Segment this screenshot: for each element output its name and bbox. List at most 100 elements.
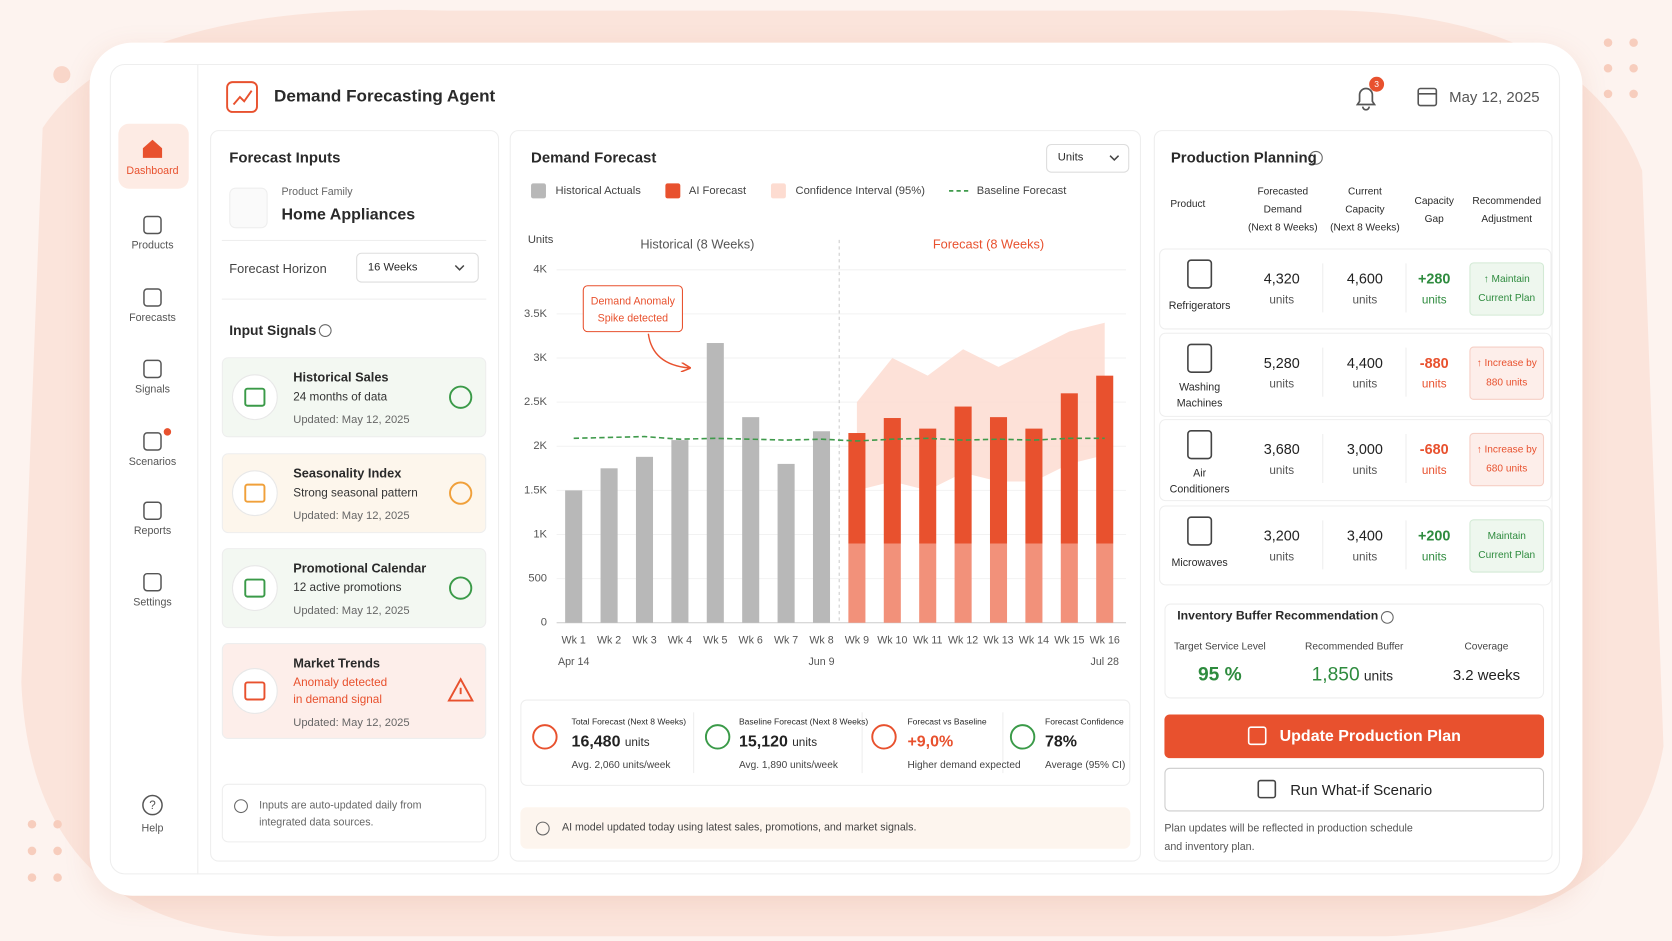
date-label: Apr 14 [558,656,589,668]
kpi-icon [871,724,897,750]
bell-icon[interactable] [1355,87,1377,111]
col-divider [1405,263,1407,313]
action-text: 880 units [1486,376,1528,389]
signal-updated: Updated: May 12, 2025 [293,413,410,427]
plan-unit: units [1421,550,1447,564]
kpi-sub: Average (95% CI) [1045,759,1126,772]
secondary-button[interactable] [1164,767,1545,812]
nav-label[interactable]: Reports [133,525,172,538]
nav-icon [143,432,162,451]
x-tick-label: Wk 15 [1054,635,1084,647]
inputs-panel [210,130,500,862]
nav-label[interactable]: Scenarios [128,456,177,469]
column-header: Adjustment [1481,213,1533,225]
y-axis-label: Units [528,234,554,246]
product-name: Machines [1176,397,1223,410]
y-tick-label: 2K [533,440,547,452]
annotation-text: Spike detected [598,313,669,325]
help-icon [142,794,163,816]
annotation-arrow [647,333,689,368]
nav-label[interactable]: Settings [133,597,172,609]
field-label: Product Family [281,186,353,199]
note-text: AI model updated today using latest sale… [561,822,917,834]
button-label[interactable]: Update Production Plan [1279,727,1461,746]
bar [848,433,866,623]
info-icon [535,821,550,836]
x-tick-label: Wk 16 [1090,635,1120,647]
nav-label[interactable]: Signals [134,383,170,396]
x-tick-label: Wk 3 [632,635,656,647]
y-tick-label: 1K [533,528,547,540]
button-label[interactable]: Run What-if Scenario [1290,781,1433,799]
kpi-icon [1009,724,1036,750]
kpi-divider [1002,712,1004,774]
y-tick-label: 500 [528,573,547,585]
note-text: integrated data sources. [259,816,374,829]
bar [742,417,760,623]
signal-title: Promotional Calendar [293,560,427,576]
kpi-unit: units [624,736,650,749]
logo-trend [232,90,253,106]
select-value[interactable]: Units [1057,151,1084,164]
nav-label[interactable]: Products [131,239,174,252]
select-value[interactable]: 16 Weeks [367,260,418,274]
y-tick-label: 1.5K [524,484,548,496]
x-tick-label: Wk 4 [668,635,692,647]
y-tick-label: 4K [533,264,547,276]
unit-select[interactable] [1046,143,1130,173]
kpi-value: 16,480 [571,732,621,751]
plan-unit: units [1352,293,1378,307]
product-icon [1187,343,1213,373]
col-divider [1322,433,1324,484]
region-label: Forecast (8 Weeks) [933,237,1044,252]
nav-icon [143,359,162,379]
x-tick-label: Wk 6 [739,635,763,647]
horizon-select[interactable] [356,252,479,283]
column-header: Current [1348,185,1382,198]
action-text: Current Plan [1478,549,1536,562]
plan-unit: units [1352,464,1378,478]
plan-unit: units [1269,464,1295,478]
col-divider [1322,347,1324,397]
nav-label[interactable]: Forecasts [129,312,176,325]
action-text: Current Plan [1478,292,1536,305]
signal-title: Seasonality Index [293,465,402,481]
bar [706,343,724,623]
kpi-label: Baseline Forecast (Next 8 Weeks) [738,716,869,727]
buffer-value: 1,850 [1311,663,1360,685]
column-header: (Next 8 Weeks) [1247,222,1318,234]
signal-icon-bg [231,668,278,714]
action-text: ↑ Increase by [1476,443,1537,456]
kpi-label: Total Forecast (Next 8 Weeks) [571,716,687,727]
y-tick-label: 2.5K [524,396,548,408]
product-icon [1187,516,1213,546]
col-divider [1405,520,1407,570]
col-divider [1322,263,1324,313]
signal-icon [244,578,266,598]
buffer-unit: units [1363,667,1394,684]
nav-icon [143,572,162,592]
column-header: Gap [1424,213,1444,225]
baseline-line [573,435,1105,442]
buffer-value: 3.2 weeks [1452,666,1521,684]
signal-icon-bg [231,470,278,517]
chevron [1109,155,1120,162]
primary-button[interactable] [1164,714,1545,759]
nav-label[interactable]: Dashboard [126,165,179,178]
col-divider [1322,520,1324,570]
nav-label[interactable]: Help [141,823,164,835]
y-tick-label: 0 [541,617,547,629]
bar [671,440,689,623]
kpi-sub: Avg. 1,890 units/week [738,759,838,772]
product-name: Conditioners [1169,484,1230,496]
legend-label: AI Forecast [688,184,747,197]
nav-icon [143,501,162,521]
plan-value: 3,680 [1263,441,1300,458]
signal-detail: Strong seasonal pattern [293,486,418,500]
signal-updated: Updated: May 12, 2025 [293,509,410,523]
bar [989,417,1008,623]
plan-value: 5,280 [1263,354,1300,371]
plan-unit: units [1352,377,1378,391]
bar [1025,428,1043,623]
x-tick-label: Wk 7 [774,635,798,647]
